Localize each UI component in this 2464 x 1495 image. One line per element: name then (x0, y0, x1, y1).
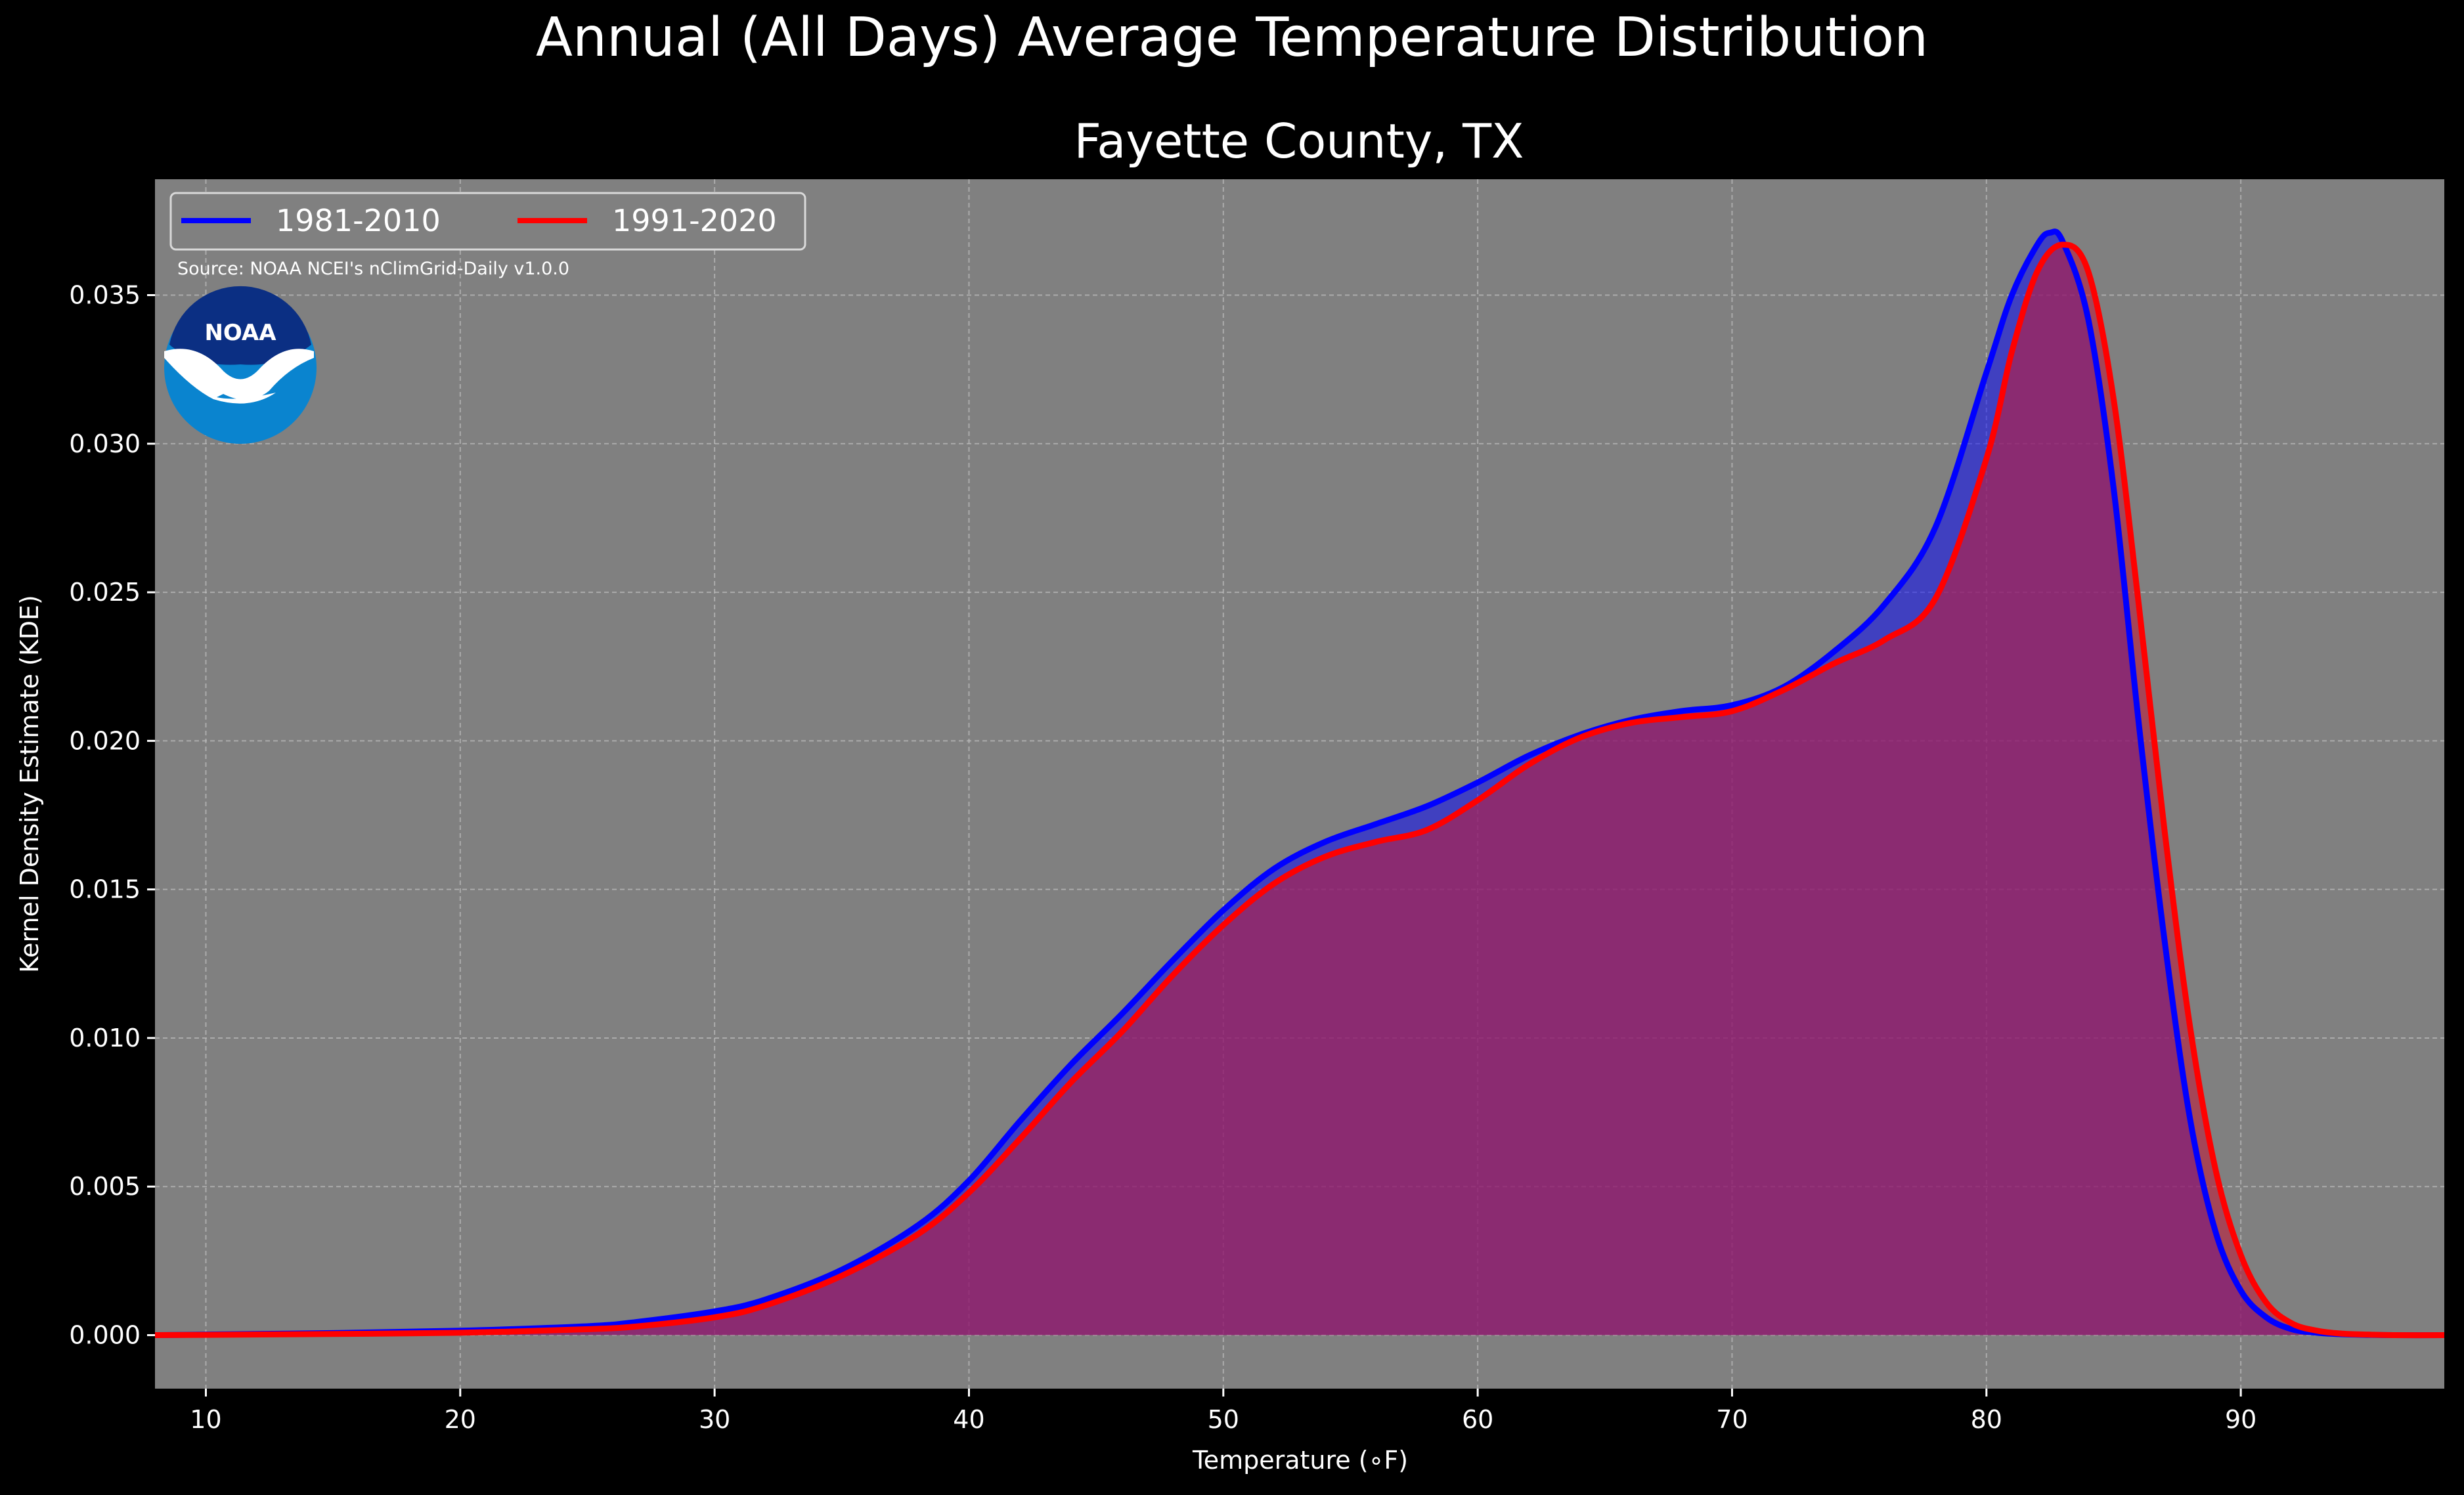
x-tick-label: 30 (699, 1405, 730, 1434)
x-tick-label: 90 (2225, 1405, 2256, 1434)
area-1991-2020 (155, 244, 2444, 1335)
noaa-logo-inner (169, 286, 311, 365)
y-axis-ticks: 0.000 0.005 0.010 0.015 0.020 0.025 0.030 0.035 (69, 281, 155, 1350)
x-tick-label: 60 (1462, 1405, 1493, 1434)
line-1981-2010 (154, 228, 2445, 1339)
x-tick-label: 20 (445, 1405, 476, 1434)
y-tick-label: 0.035 (69, 281, 141, 310)
y-tick-label: 0.025 (69, 578, 141, 607)
x-axis-label: Temperature (∘F) (1192, 1446, 1408, 1475)
x-tick-label: 80 (1971, 1405, 2002, 1434)
chart-suptitle: Annual (All Days) Average Temperature Di… (536, 7, 1928, 69)
y-tick-label: 0.030 (69, 429, 141, 458)
y-tick-label: 0.005 (69, 1172, 141, 1201)
x-tick-label: 50 (1208, 1405, 1239, 1434)
x-tick-label: 40 (953, 1405, 984, 1434)
y-tick-label: 0.015 (69, 875, 141, 904)
y-axis-label: Kernel Density Estimate (KDE) (15, 595, 44, 973)
legend-box (169, 192, 806, 251)
y-tick-label: 0.020 (69, 726, 141, 755)
legend: 1981-2010 1991-2020 (169, 192, 806, 251)
noaa-logo-bird (164, 349, 314, 404)
line-1991-2020 (154, 242, 2445, 1339)
x-tick-label: 70 (1716, 1405, 1748, 1434)
chart-title: Fayette County, TX (1074, 114, 1524, 169)
x-tick-label: 10 (190, 1405, 221, 1434)
x-axis-ticks: 10 20 30 40 50 60 70 80 90 (190, 1389, 2256, 1434)
legend-label-1981-2010: 1981-2010 (276, 203, 441, 238)
legend-label-1991-2020: 1991-2020 (612, 203, 777, 238)
series-layer (154, 228, 2445, 1339)
noaa-logo: NOAA (164, 286, 317, 444)
noaa-logo-text: NOAA (204, 320, 276, 346)
y-tick-label: 0.010 (69, 1024, 141, 1052)
source-note: Source: NOAA NCEI's nClimGrid-Daily v1.0… (177, 259, 569, 279)
y-tick-label: 0.000 (69, 1321, 141, 1350)
